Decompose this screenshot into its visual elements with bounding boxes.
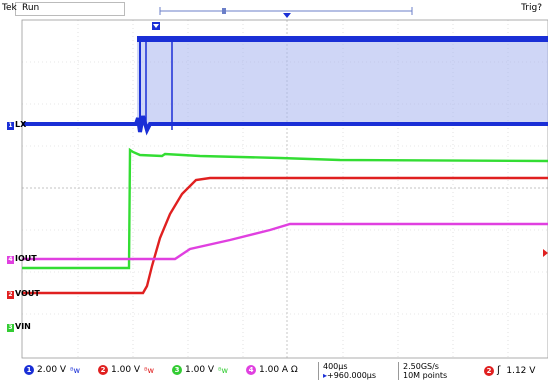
record-length: 10M points [403,371,448,380]
trigger-level: 1.12 V [506,365,536,376]
rising-edge-icon: ʃ [497,365,501,376]
trigger-state: Trig? [521,3,542,13]
channel-2-scale-readout[interactable]: 2 1.00 V ᴮw [98,365,154,375]
bottom-status-bar: 1 2.00 V ᴮw 2 1.00 V ᴮw 3 1.00 V ᴮw 4 1.… [0,361,548,381]
channel-2-label: VOUT [15,289,40,298]
channel-4-scale-readout[interactable]: 4 1.00 A Ω [246,365,298,375]
delay-icon: ▸ [323,371,328,380]
lx-waveform [22,22,548,136]
channel-3-badge: 3 [7,324,14,332]
scope-display [21,7,548,359]
channel-3-marker: 3 VIN [7,322,31,332]
bandwidth-limit-icon: ᴮw [70,365,81,375]
channel-1-marker: 1 LX [7,120,26,130]
channel-3-label: VIN [15,322,31,331]
acquisition-state-box [15,2,125,16]
timebase-readout[interactable]: 400µs ▸+960.000µs [318,362,393,380]
channel-2-badge: 2 [7,291,14,299]
channel-1-badge: 1 [7,122,14,130]
bandwidth-limit-icon: ᴮw [218,365,229,375]
channel-3-scale: 1.00 V [185,365,215,375]
bandwidth-limit-icon: ᴮw [144,365,155,375]
channel-4-scale: 1.00 A Ω [259,365,298,375]
channel-1-label: LX [15,120,27,129]
channel-1-scale-badge: 1 [24,365,34,375]
channel-3-scale-badge: 3 [172,365,182,375]
sample-rate: 2.50GS/s [403,362,439,371]
timebase-scale: 400µs [323,362,348,371]
channel-4-scale-badge: 4 [246,365,256,375]
channel-4-marker: 4 IOUT [7,254,37,264]
brand-label: Tek [2,3,17,13]
trigger-readout[interactable]: 2 ʃ 1.12 V [484,365,535,376]
vout-waveform [22,176,548,295]
acquisition-readout[interactable]: 2.50GS/s 10M points [398,362,465,380]
trigger-source-badge: 2 [484,365,494,376]
acquisition-state: Run [22,3,40,13]
channel-2-scale: 1.00 V [111,365,141,375]
trigger-level-marker [543,249,548,257]
channel-4-label: IOUT [15,254,37,263]
iout-waveform [22,222,548,261]
channel-2-marker: 2 VOUT [7,289,40,299]
channel-4-badge: 4 [7,256,14,264]
timebase-delay: +960.000µs [327,371,377,380]
timebase-delay-row: ▸+960.000µs [323,371,393,380]
record-position-indicator [159,7,413,18]
graticule-border [21,19,548,359]
channel-1-scale-readout[interactable]: 1 2.00 V ᴮw [24,365,80,375]
channel-2-scale-badge: 2 [98,365,108,375]
channel-1-scale: 2.00 V [37,365,67,375]
vin-waveform [22,147,548,270]
top-status-bar: Tek Run Trig? [0,0,548,18]
channel-3-scale-readout[interactable]: 3 1.00 V ᴮw [172,365,228,375]
